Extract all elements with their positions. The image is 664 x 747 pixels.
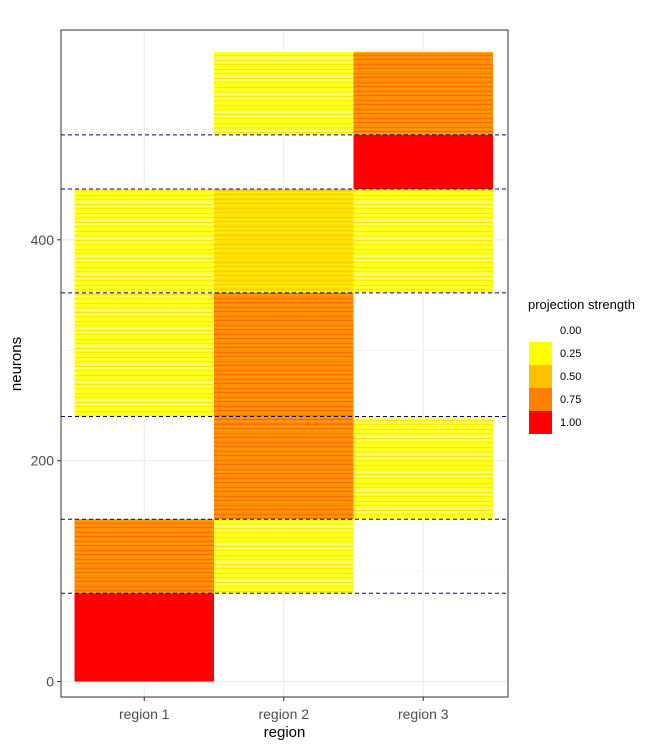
- panel-border: [60, 29, 509, 698]
- heatmap-cell: [214, 52, 354, 135]
- heatmap-cell: [214, 416, 354, 520]
- y-axis: 0 200 400: [31, 232, 61, 690]
- x-tick-label: region 3: [398, 706, 449, 722]
- heatmap-cell: [214, 292, 354, 417]
- legend-swatch: [529, 411, 552, 434]
- y-tick-label: 400: [31, 232, 55, 248]
- legend-label: 0.25: [560, 348, 581, 360]
- x-axis-title: region: [264, 724, 306, 741]
- y-axis-title: neurons: [8, 337, 25, 391]
- legend-swatch: [529, 342, 552, 365]
- legend-title: projection strength: [528, 297, 635, 312]
- legend-swatch: [529, 319, 552, 342]
- legend-label: 0.00: [560, 325, 581, 337]
- legend-label: 0.50: [560, 371, 581, 383]
- y-tick-label: 0: [46, 674, 54, 690]
- x-tick-label: region 1: [119, 706, 170, 722]
- cluster-boundary-lines: [61, 134, 508, 594]
- heatmap-cell: [214, 189, 354, 293]
- heatmap-cell: [74, 292, 214, 417]
- y-tick-label: 200: [31, 453, 55, 469]
- plot-panel: [60, 29, 509, 698]
- heatmap-cell: [353, 134, 493, 190]
- heatmap-cell: [74, 593, 214, 682]
- heatmap-cell: [353, 416, 493, 520]
- x-tick-label: region 2: [258, 706, 309, 722]
- legend-label: 0.75: [560, 394, 581, 406]
- heatmap-cell: [74, 519, 214, 594]
- heatmap-cell: [214, 519, 354, 594]
- heatmap-cell: [353, 189, 493, 293]
- x-axis: region 1 region 2 region 3: [119, 697, 449, 722]
- heatmap-cell: [353, 52, 493, 135]
- legend-swatch: [529, 365, 552, 388]
- legend-label: 1.00: [560, 417, 581, 429]
- heatmap-cell: [74, 189, 214, 293]
- legend-swatch: [529, 388, 552, 411]
- heatmap-blocks: [74, 52, 493, 682]
- legend: projection strength 0.00 0.25 0.50 0.75 1.00: [528, 297, 635, 434]
